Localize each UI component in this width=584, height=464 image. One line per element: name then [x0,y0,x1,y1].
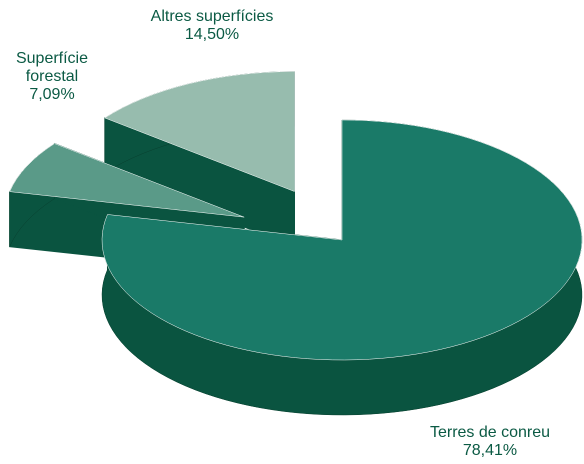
value-label: 7,09% [29,86,75,103]
slice-label: Superfície forestal 7,09% [12,50,92,104]
value-label: 14,50% [184,26,240,43]
slice-label: Altres superfícies 14,50% [127,8,297,44]
category-label: Terres de conreu [429,424,551,441]
value-label: 78,41% [462,442,518,459]
category-label: Superfície forestal [15,50,89,85]
slice [104,71,295,248]
slice [101,119,583,361]
category-label: Altres superfícies [150,8,274,25]
slice [101,119,583,416]
slice [104,71,295,192]
slice [9,143,245,218]
slice-label: Terres de conreu 78,41% [425,424,555,460]
